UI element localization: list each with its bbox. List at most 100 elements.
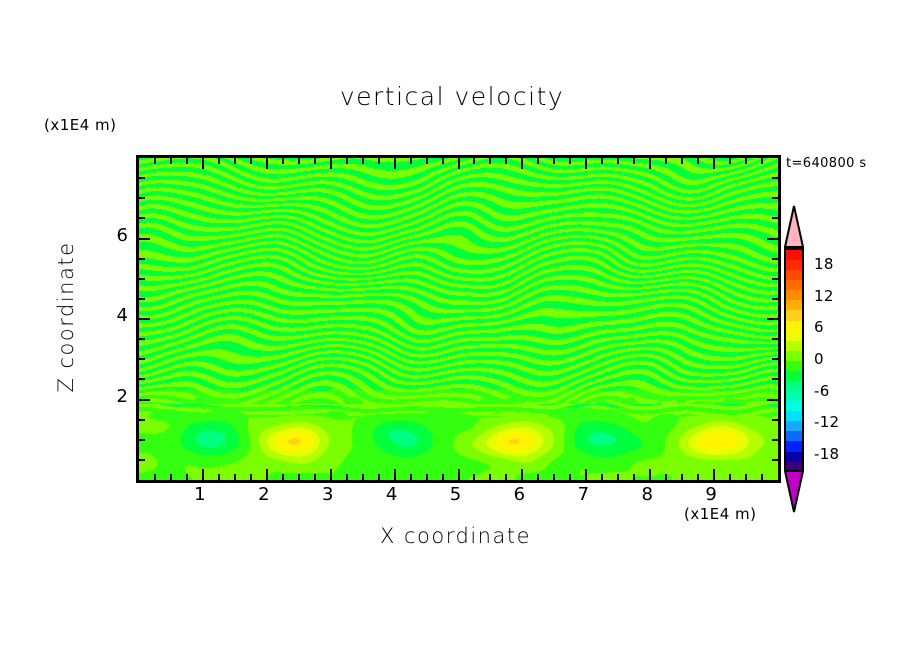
colorbar-band — [786, 370, 802, 382]
colorbar-band — [786, 441, 802, 452]
y-tick-right — [767, 398, 778, 401]
y-tick — [139, 438, 145, 441]
y-tick — [139, 318, 150, 320]
colorbar-band — [786, 260, 802, 271]
x-tick-top — [537, 158, 540, 164]
x-tick-label: 3 — [321, 484, 334, 505]
colorbar-band — [786, 320, 802, 331]
x-tick-top — [441, 158, 444, 164]
colorbar: 18 12 6 0 -6 -12 -18 — [778, 205, 898, 520]
plot-area — [136, 155, 781, 483]
y-tick-right — [772, 438, 778, 441]
x-tick — [505, 474, 508, 480]
x-tick-top — [169, 158, 172, 164]
x-tick — [201, 469, 204, 480]
x-tick — [409, 474, 412, 480]
y-tick-label: 4 — [116, 305, 128, 326]
x-tick — [649, 469, 652, 480]
vertical-velocity-contour-field — [139, 158, 778, 480]
y-tick — [139, 358, 145, 361]
x-tick-top — [633, 158, 636, 164]
x-tick-top — [665, 158, 668, 164]
y-tick — [139, 418, 145, 421]
y-tick — [139, 197, 145, 200]
x-tick — [313, 474, 316, 480]
x-tick — [185, 474, 188, 480]
x-tick — [393, 469, 396, 480]
x-tick — [297, 474, 300, 480]
x-tick — [217, 474, 220, 480]
x-tick — [169, 474, 172, 480]
colorbar-band — [786, 340, 802, 351]
x-tick — [345, 474, 348, 480]
z-axis-unit-label: (x1E4 m) — [44, 116, 117, 134]
y-tick-right — [772, 358, 778, 361]
x-tick-top — [217, 158, 220, 164]
x-tick — [729, 474, 732, 480]
x-tick-top — [569, 158, 572, 164]
x-tick — [361, 474, 364, 480]
x-tick — [489, 474, 492, 480]
y-tick — [139, 277, 145, 280]
x-tick — [457, 469, 460, 480]
x-tick-top — [329, 158, 332, 169]
colorbar-band — [786, 350, 802, 361]
colorbar-band — [786, 391, 802, 402]
colorbar-under-cap-icon — [784, 470, 804, 513]
x-tick — [665, 474, 668, 480]
colorbar-band — [786, 381, 802, 392]
x-tick — [377, 474, 380, 480]
y-tick-right — [767, 318, 778, 320]
x-tick — [745, 474, 748, 480]
x-tick-top — [153, 158, 156, 164]
x-tick-top — [745, 158, 748, 164]
y-tick-right — [772, 217, 778, 220]
colorbar-band — [786, 290, 802, 301]
x-tick — [537, 474, 540, 480]
x-tick-top — [697, 158, 700, 164]
x-tick — [761, 474, 764, 480]
x-tick — [441, 474, 444, 480]
colorbar-tick-label: 18 — [814, 254, 834, 273]
colorbar-tick-label: 0 — [814, 350, 824, 368]
x-tick-top — [585, 158, 588, 169]
x-tick-label: 2 — [258, 484, 270, 505]
x-tick-top — [425, 158, 428, 164]
y-tick-right — [767, 237, 778, 240]
x-tick — [473, 474, 476, 480]
y-tick — [139, 257, 145, 260]
y-tick — [139, 177, 145, 180]
x-tick-top — [761, 158, 764, 164]
x-tick — [601, 474, 604, 480]
y-tick — [139, 338, 145, 341]
colorbar-band — [786, 411, 802, 422]
x-tick-label: 8 — [641, 484, 653, 505]
x-tick-top — [553, 158, 556, 164]
colorbar-tick-label: 6 — [814, 318, 824, 337]
y-tick-right — [772, 277, 778, 280]
x-tick-top — [313, 158, 316, 164]
y-tick-right — [772, 338, 778, 341]
colorbar-tick-label: -12 — [814, 413, 840, 432]
x-tick-top — [409, 158, 412, 164]
x-tick — [553, 474, 556, 480]
x-tick-label: 6 — [513, 484, 526, 505]
x-tick-top — [249, 158, 252, 164]
colorbar-band — [786, 270, 802, 281]
colorbar-band — [786, 421, 802, 432]
y-tick — [139, 378, 145, 381]
colorbar-band — [786, 280, 802, 291]
x-tick-top — [233, 158, 236, 164]
x-tick — [521, 469, 524, 480]
x-tick — [585, 469, 588, 480]
colorbar-band — [786, 461, 802, 472]
x-tick-top — [601, 158, 604, 164]
x-tick — [153, 474, 156, 480]
x-axis-title: X coordinate — [379, 524, 532, 548]
colorbar-band — [786, 330, 802, 341]
x-tick — [681, 474, 684, 480]
x-tick-top — [281, 158, 284, 164]
y-tick — [139, 297, 145, 300]
y-axis-title: Z coordinate — [54, 241, 78, 393]
x-tick-top — [489, 158, 492, 164]
